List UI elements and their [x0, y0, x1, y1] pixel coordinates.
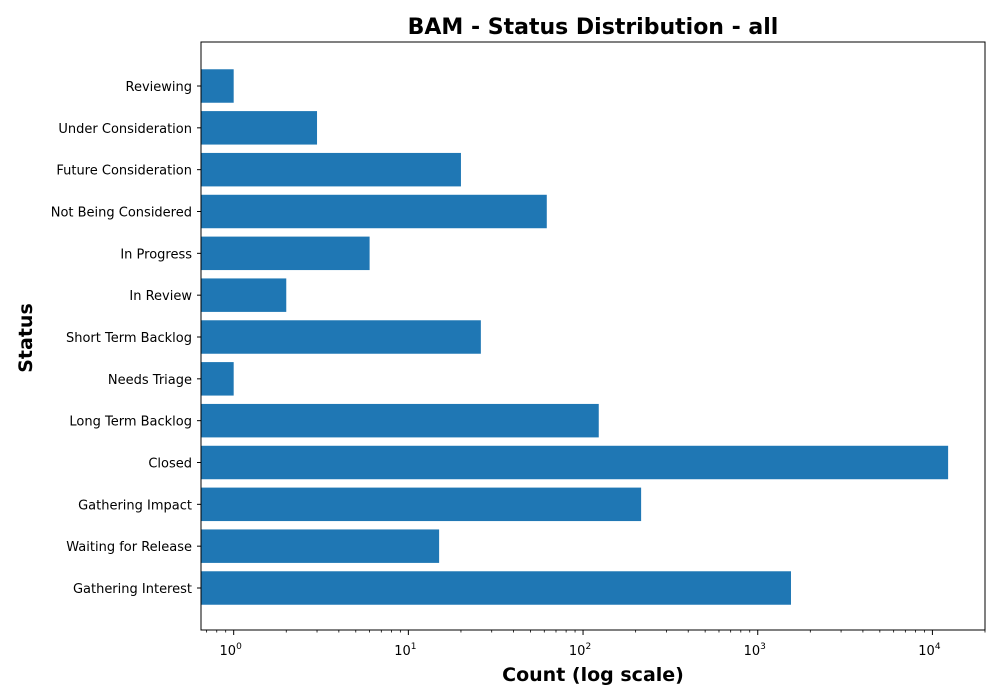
bar-under-consideration — [201, 111, 318, 145]
x-tick-label: 103 — [744, 642, 766, 659]
y-tick-label: Future Consideration — [56, 164, 192, 179]
x-axis-ticks: 100 101 102 103 104 — [206, 630, 986, 659]
y-tick-label: Reviewing — [126, 80, 193, 95]
bar-in-progress — [201, 236, 370, 271]
y-tick-label: Closed — [148, 457, 192, 472]
y-tick-label: Waiting for Release — [66, 540, 192, 555]
bar-gathering-impact — [201, 487, 642, 522]
y-tick-label: Gathering Impact — [78, 498, 192, 513]
y-tick-label: In Review — [129, 289, 192, 304]
x-tick-label: 101 — [394, 642, 416, 659]
bar-gathering-interest — [201, 571, 791, 605]
bar-short-term-backlog — [201, 320, 481, 354]
y-tick-label: Under Consideration — [58, 122, 192, 137]
bars-group — [201, 69, 949, 605]
bar-closed — [201, 445, 949, 480]
x-tick-label: 100 — [220, 642, 243, 659]
bar-in-review — [201, 278, 287, 312]
x-tick-label: 104 — [918, 642, 941, 659]
y-tick-label: Needs Triage — [108, 373, 192, 388]
plot-frame — [200, 41, 986, 631]
bar-long-term-backlog — [201, 403, 599, 438]
y-axis-ticks: Reviewing Under Consideration Future Consi… — [51, 80, 201, 597]
y-tick-label: Long Term Backlog — [69, 415, 192, 430]
bar-needs-triage — [201, 362, 234, 396]
y-tick-label: In Progress — [120, 247, 192, 262]
bar-reviewing — [201, 69, 234, 103]
bar-not-being-considered — [201, 194, 547, 229]
bar-waiting-for-release — [201, 529, 440, 563]
x-tick-label: 102 — [569, 642, 591, 659]
bar-future-consideration — [201, 152, 461, 187]
y-axis-label: Status — [15, 303, 37, 373]
chart-title: BAM - Status Distribution - all — [408, 15, 779, 40]
y-tick-label: Short Term Backlog — [66, 331, 192, 346]
x-axis-label: Count (log scale) — [502, 664, 684, 686]
y-tick-label: Gathering Interest — [73, 582, 192, 597]
y-tick-label: Not Being Considered — [51, 206, 192, 221]
